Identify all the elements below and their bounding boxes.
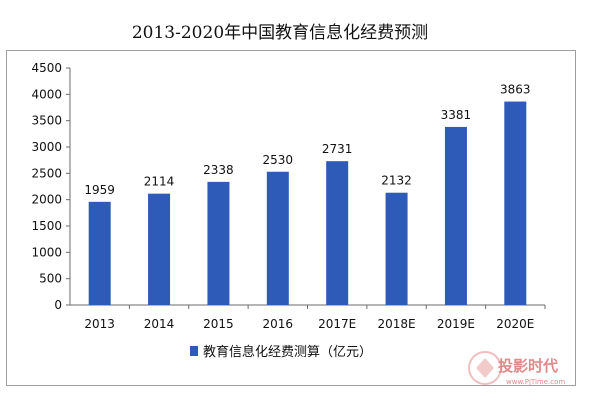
data-label: 1959 bbox=[84, 183, 115, 197]
y-tick-label: 3000 bbox=[31, 140, 62, 154]
watermark-url: www.PjTime.com bbox=[506, 378, 565, 386]
x-tick-label: 2013 bbox=[84, 317, 115, 331]
x-tick-label: 2014 bbox=[144, 317, 175, 331]
data-label: 2338 bbox=[203, 163, 234, 177]
chart-title: 2013-2020年中国教育信息化经费预测 bbox=[131, 23, 429, 43]
watermark-text: 投影时代 bbox=[498, 357, 558, 375]
y-tick-label: 1000 bbox=[31, 245, 62, 259]
data-label: 3381 bbox=[441, 108, 472, 122]
y-tick-label: 0 bbox=[54, 298, 62, 312]
bar bbox=[88, 201, 111, 305]
data-label: 2731 bbox=[322, 142, 353, 156]
x-tick-label: 2015 bbox=[203, 317, 234, 331]
y-tick-label: 500 bbox=[39, 272, 62, 286]
bar bbox=[266, 171, 289, 305]
x-tick-label: 2016 bbox=[263, 317, 294, 331]
y-tick-label: 2000 bbox=[31, 193, 62, 207]
chart-frame bbox=[6, 50, 576, 386]
legend-swatch bbox=[190, 346, 198, 356]
legend-label: 教育信息化经费测算（亿元） bbox=[203, 344, 372, 360]
y-tick-label: 2500 bbox=[31, 166, 62, 180]
y-tick-label: 1500 bbox=[31, 219, 62, 233]
x-tick-label: 2019E bbox=[437, 317, 475, 331]
bar bbox=[148, 193, 171, 305]
bar bbox=[504, 101, 527, 305]
y-tick-label: 4000 bbox=[31, 87, 62, 101]
y-tick-label: 3500 bbox=[31, 114, 62, 128]
x-tick-label: 2017E bbox=[318, 317, 356, 331]
x-tick-label: 2018E bbox=[378, 317, 416, 331]
bar bbox=[207, 181, 230, 305]
data-label: 2132 bbox=[381, 174, 412, 188]
data-label: 3863 bbox=[500, 83, 531, 97]
y-tick-label: 4500 bbox=[31, 61, 62, 75]
watermark-logo bbox=[468, 351, 502, 385]
bar bbox=[444, 126, 467, 306]
watermark: 投影时代 www.PjTime.com bbox=[468, 351, 565, 386]
data-label: 2530 bbox=[263, 153, 294, 167]
bar bbox=[385, 192, 408, 305]
bar bbox=[326, 161, 349, 305]
x-tick-label: 2020E bbox=[496, 317, 534, 331]
data-label: 2114 bbox=[144, 175, 175, 189]
